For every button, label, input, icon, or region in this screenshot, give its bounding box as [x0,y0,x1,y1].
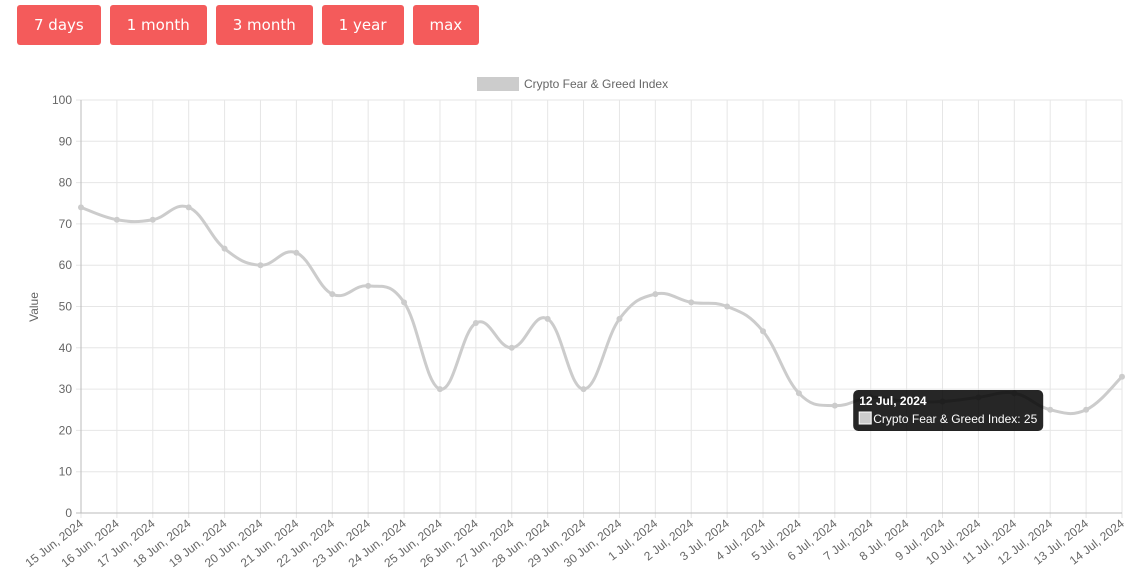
data-point [508,344,515,351]
series-line [80,204,1124,416]
range-button[interactable]: 7 days [17,5,101,45]
data-point [831,402,838,409]
data-point [472,320,479,327]
data-point [1047,406,1054,413]
y-tick-label: 50 [59,300,73,314]
data-point [616,315,623,322]
data-point [724,303,731,310]
data-point [293,249,300,256]
data-point [544,315,551,322]
data-point [760,328,767,335]
tooltip-label: Crypto Fear & Greed Index: 25 [873,412,1037,426]
y-axis-label: Value [27,292,41,322]
data-point [329,291,336,298]
y-tick-label: 80 [59,176,73,190]
data-point [580,386,587,393]
data-point [1083,406,1090,413]
legend-label: Crypto Fear & Greed Index [524,77,668,91]
data-point [795,390,802,397]
y-tick-label: 20 [59,423,73,437]
data-point [221,245,228,252]
y-tick-label: 30 [59,382,73,396]
data-point [257,262,264,269]
tooltip: 12 Jul, 2024 Crypto Fear & Greed Index: 2… [853,390,1044,431]
y-tick-label: 40 [59,341,73,355]
y-tick-label: 10 [59,465,73,479]
y-tick-label: 0 [65,506,72,520]
range-button[interactable]: max [412,5,480,45]
legend-swatch [477,77,519,91]
y-tick-label: 70 [59,217,73,231]
data-point [401,299,408,306]
data-point [1119,373,1125,380]
data-point [365,282,372,289]
data-point [436,386,443,393]
range-buttons: 7 days 1 month 3 month 1 year max [17,5,480,45]
tooltip-title: 12 Jul, 2024 [859,394,927,408]
y-tick-label: 100 [52,93,72,107]
y-tick-label: 60 [59,258,73,272]
data-point [652,291,659,298]
y-tick-label: 90 [59,134,73,148]
range-button[interactable]: 1 year [321,5,404,45]
data-point [688,299,695,306]
range-button[interactable]: 3 month [215,5,313,45]
data-point [113,216,120,223]
data-point [78,204,84,211]
data-point [149,216,156,223]
tooltip-box [853,390,1044,431]
range-button[interactable]: 1 month [109,5,207,45]
tooltip-swatch [858,411,872,425]
data-point [185,204,192,211]
